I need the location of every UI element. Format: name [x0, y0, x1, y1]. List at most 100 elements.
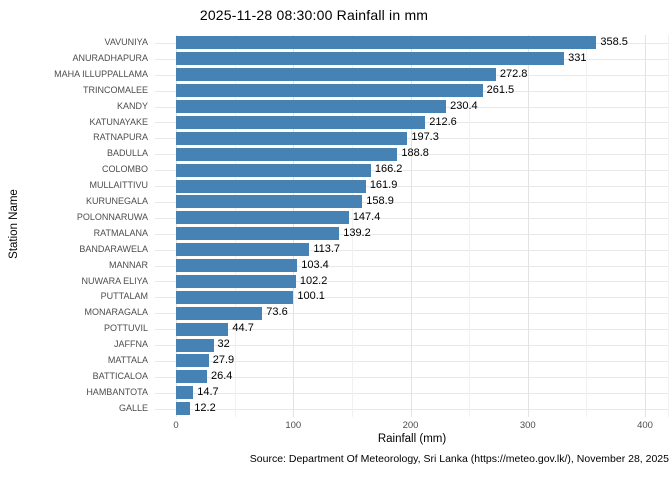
gridline-minor — [351, 35, 353, 417]
bar-value-label: 103.4 — [301, 258, 329, 271]
bar-puttalam — [176, 290, 294, 304]
y-axis-label: BATTICALOA — [92, 370, 148, 381]
bar-polonnaruwa — [176, 211, 349, 225]
gridline-horizontal — [155, 154, 669, 156]
y-axis-label: MONARAGALA — [84, 307, 148, 318]
bar-value-label: 139.2 — [343, 226, 371, 239]
bar-pottuvil — [176, 322, 229, 336]
y-axis-label: POLONNARUWA — [76, 211, 148, 222]
gridline-minor — [668, 35, 669, 417]
y-axis-label: JAFFNA — [113, 339, 148, 350]
y-axis-label: BANDARAWELA — [79, 243, 148, 254]
gridline-horizontal — [155, 345, 669, 347]
bar-value-label: 26.4 — [210, 369, 233, 382]
y-axis-label: GALLE — [118, 402, 148, 413]
y-axis-label: MANNAR — [108, 259, 148, 270]
bar-mullaittivu — [176, 179, 366, 193]
bar-value-label: 44.7 — [232, 322, 254, 335]
gridline-horizontal — [155, 201, 669, 203]
gridline-horizontal — [155, 249, 669, 251]
bar-value-label: 197.3 — [411, 131, 439, 144]
y-axis-label: TRINCOMALEE — [82, 84, 148, 95]
gridline-horizontal — [155, 265, 669, 267]
source-caption: Source: Department Of Meteorology, Sri L… — [249, 453, 669, 465]
bar-value-label: 166.2 — [374, 163, 403, 176]
bar-mattala — [176, 354, 209, 368]
gridline-minor — [469, 35, 471, 417]
gridline-horizontal — [155, 217, 669, 219]
x-axis-tick-label: 300 — [519, 420, 536, 431]
bar-monaragala — [176, 306, 263, 320]
gridline-horizontal — [155, 138, 669, 140]
bar-value-label: 358.5 — [600, 36, 628, 48]
bar-value-label: 12.2 — [194, 401, 216, 414]
gridline-horizontal — [155, 313, 669, 315]
y-axis-label: KATUNAYAKE — [89, 116, 148, 127]
bar-value-label: 272.8 — [499, 67, 528, 80]
gridline-horizontal — [155, 281, 669, 283]
bar-kandy — [176, 100, 447, 114]
bar-value-label: 331 — [568, 51, 587, 64]
gridline-horizontal — [155, 170, 669, 172]
x-axis-tick-label: 400 — [637, 420, 653, 431]
bar-badulla — [176, 147, 398, 161]
gridline-horizontal — [155, 392, 669, 394]
y-axis-label: MAHA ILLUPPALLAMA — [54, 68, 148, 79]
bar-batticaloa — [176, 370, 207, 384]
bar-jaffna — [176, 338, 214, 352]
bar-value-label: 161.9 — [369, 179, 398, 192]
bar-value-label: 261.5 — [486, 83, 515, 96]
bar-katunayake — [176, 115, 426, 129]
y-axis-label: POTTUVIL — [103, 323, 148, 334]
bar-nuwara-eliya — [176, 274, 296, 288]
y-axis-label: KANDY — [116, 100, 148, 111]
x-axis-tick-label: 100 — [285, 420, 302, 431]
bar-value-label: 73.6 — [266, 306, 288, 319]
x-axis-tick-label: 200 — [402, 420, 419, 431]
y-axis-label: RATNAPURA — [93, 132, 148, 143]
bar-value-label: 147.4 — [352, 210, 381, 223]
bar-kurunegala — [176, 195, 363, 209]
gridline-horizontal — [155, 297, 669, 299]
chart-title: 2025-11-28 08:30:00 Rainfall in mm — [199, 7, 429, 23]
bar-colombo — [176, 163, 371, 177]
y-axis-label: NUWARA ELIYA — [81, 275, 148, 286]
bar-value-label: 100.1 — [297, 290, 325, 303]
bar-value-label: 113.7 — [313, 242, 341, 255]
bar-value-label: 188.8 — [401, 147, 429, 160]
gridline-horizontal — [155, 408, 669, 410]
gridline-horizontal — [155, 233, 669, 235]
x-axis-title: Rainfall (mm) — [377, 433, 447, 445]
bar-value-label: 158.9 — [366, 195, 394, 207]
gridline-major — [410, 35, 412, 417]
plot-panel: 358.5 331 272.8 261.5 230.4 212.6 197.3 188.8 16… — [155, 35, 669, 417]
bar-value-label: 212.6 — [429, 115, 457, 128]
gridline-horizontal — [155, 376, 669, 378]
bar-ratnapura — [176, 131, 408, 145]
y-axis-label: COLOMBO — [101, 164, 148, 175]
bar-hambantota — [176, 386, 194, 400]
y-axis-label: RATMALANA — [93, 227, 148, 238]
bar-value-label: 102.2 — [299, 274, 328, 287]
gridline-minor — [234, 35, 236, 417]
gridline-minor — [586, 35, 588, 417]
bar-value-label: 27.9 — [212, 354, 235, 366]
gridline-horizontal — [155, 186, 669, 188]
bar-anuradhapura — [176, 52, 565, 66]
gridline-horizontal — [155, 329, 669, 331]
bar-trincomalee — [176, 84, 483, 98]
y-axis-label: KURUNEGALA — [85, 196, 148, 206]
bar-maha-illuppallama — [176, 68, 496, 82]
y-axis-label: MULLAITTIVU — [89, 180, 148, 191]
bar-bandarawela — [176, 243, 310, 257]
bar-mannar — [176, 259, 298, 273]
y-axis-label: ANURADHAPURA — [72, 52, 148, 63]
bar-value-label: 14.7 — [197, 385, 219, 398]
bar-ratmalana — [176, 227, 340, 241]
gridline-major — [293, 35, 295, 417]
bar-vavuniya — [176, 36, 597, 50]
gridline-major — [527, 35, 529, 417]
bar-value-label: 230.4 — [450, 99, 478, 112]
gridline-major — [645, 35, 646, 417]
